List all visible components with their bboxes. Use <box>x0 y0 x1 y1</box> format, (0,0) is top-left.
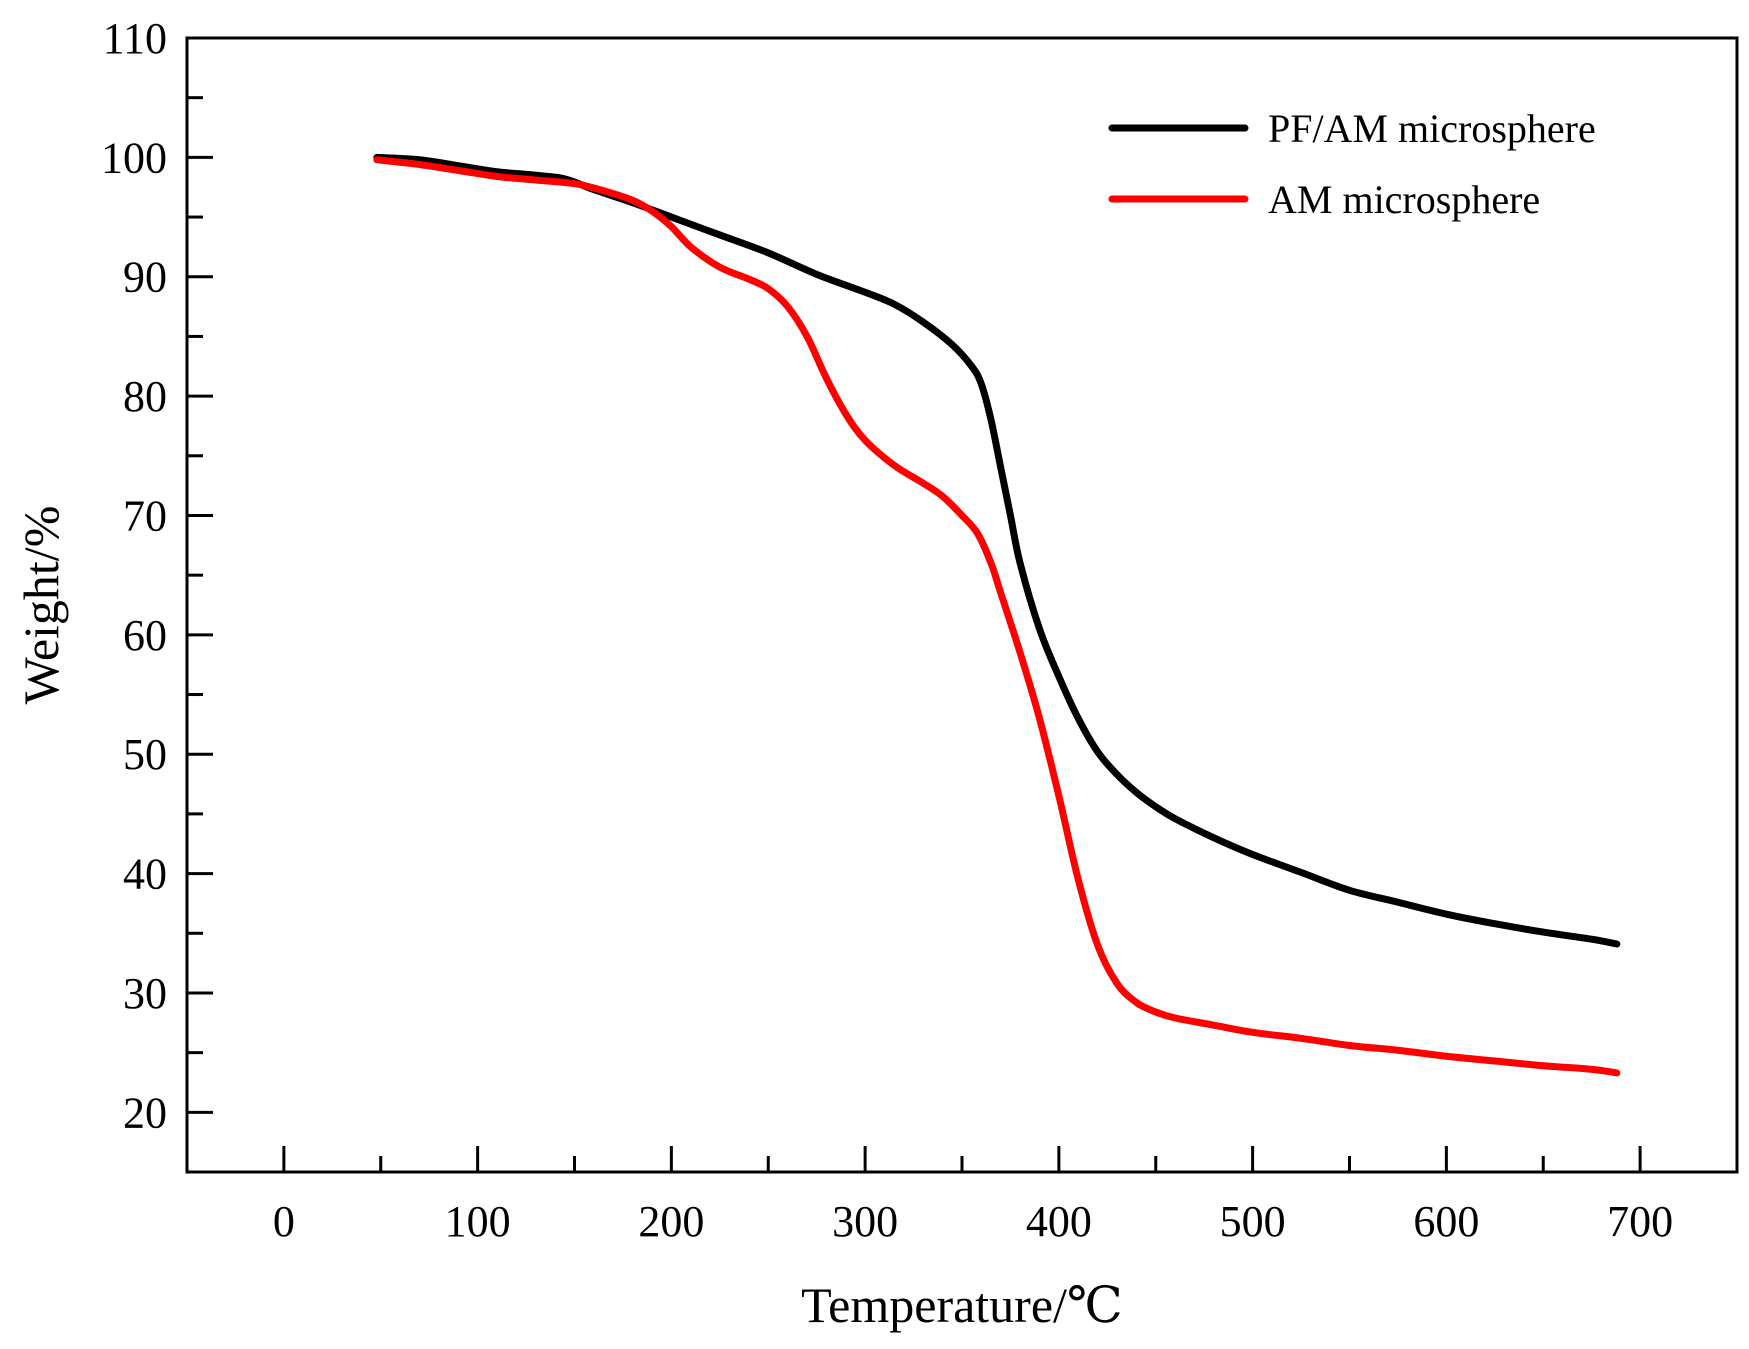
y-axis-title: Weight/% <box>13 506 69 705</box>
x-tick-label: 200 <box>638 1197 704 1246</box>
y-tick-label: 90 <box>123 253 167 302</box>
x-tick-label: 400 <box>1026 1197 1092 1246</box>
legend-label: PF/AM microsphere <box>1268 106 1596 151</box>
y-tick-label: 80 <box>123 372 167 421</box>
plot-frame <box>185 36 1739 1174</box>
y-tick-label: 40 <box>123 850 167 899</box>
y-tick-label: 50 <box>123 730 167 779</box>
y-tick-label: 100 <box>101 133 167 182</box>
data-series <box>373 153 1621 1077</box>
axis-ticks: 0 100 200 300 400 500 600 700 20 30 40 50 60 70 80 90 10… <box>101 14 1739 1246</box>
series-line-pf-am-microsphere <box>373 153 1621 948</box>
x-tick-label: 700 <box>1607 1197 1673 1246</box>
x-tick-label: 0 <box>273 1197 295 1246</box>
y-tick-label: 20 <box>123 1088 167 1137</box>
x-tick-label: 100 <box>445 1197 511 1246</box>
x-tick-label: 600 <box>1413 1197 1479 1246</box>
legend: PF/AM microsphere AM microsphere <box>1108 106 1596 222</box>
x-tick-label: 500 <box>1220 1197 1286 1246</box>
y-tick-label: 30 <box>123 969 167 1018</box>
y-tick-label: 110 <box>103 14 167 63</box>
y-tick-label: 60 <box>123 611 167 660</box>
legend-label: AM microsphere <box>1268 177 1540 222</box>
x-axis-title: Temperature/℃ <box>801 1277 1123 1333</box>
series-line-am-microsphere <box>373 156 1621 1077</box>
x-tick-label: 300 <box>832 1197 898 1246</box>
y-tick-label: 70 <box>123 491 167 540</box>
